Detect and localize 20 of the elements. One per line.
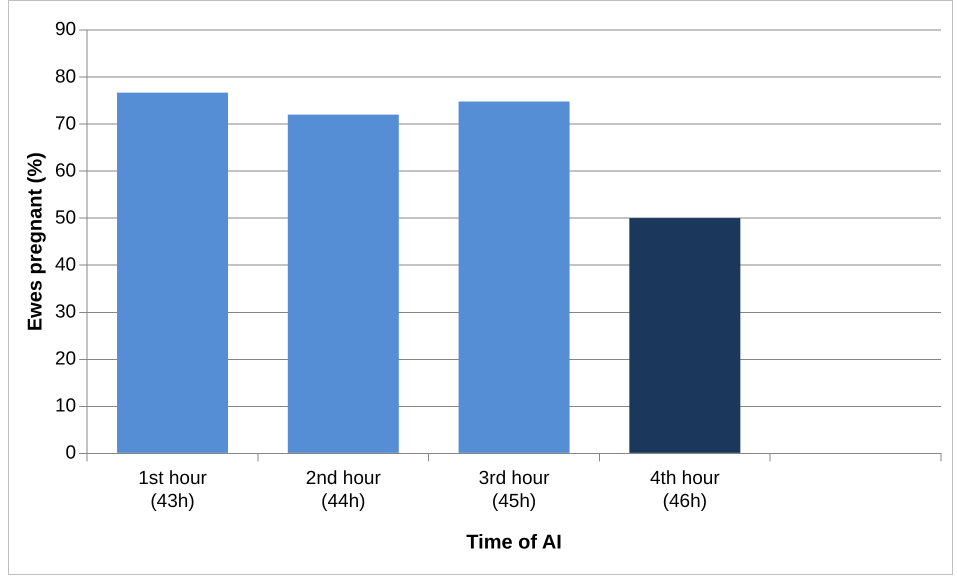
y-tick-label: 0 — [66, 442, 76, 464]
y-axis-title: Ewes pregnant (%) — [24, 152, 47, 332]
bar — [288, 114, 399, 453]
y-tick-label: 30 — [54, 302, 76, 322]
y-tick-label: 10 — [54, 396, 76, 417]
y-tick-label: 50 — [54, 207, 76, 228]
y-tick-label: 20 — [54, 348, 76, 370]
y-tick-label: 60 — [54, 160, 76, 182]
x-tick-label: 3rd hour (45h) — [478, 468, 550, 512]
x-tick-label: 2nd hour (44h) — [306, 468, 382, 512]
y-tick-label: 90 — [54, 19, 76, 40]
y-tick-label: 40 — [54, 254, 76, 276]
x-tick-label: 1st hour (43h) — [138, 468, 208, 512]
bar — [458, 102, 570, 453]
x-tick-label: 4th hour (46h) — [650, 468, 720, 512]
bar — [629, 218, 740, 453]
y-tick-label: 70 — [54, 113, 76, 134]
bar — [117, 92, 228, 453]
y-tick-label: 80 — [54, 66, 76, 88]
x-axis-title: Time of AI — [466, 532, 562, 554]
